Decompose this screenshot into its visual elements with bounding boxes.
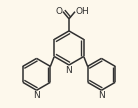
Text: OH: OH xyxy=(75,7,89,16)
Text: N: N xyxy=(33,91,40,100)
Text: O: O xyxy=(55,7,62,16)
Text: N: N xyxy=(98,91,105,100)
Text: N: N xyxy=(66,66,72,75)
